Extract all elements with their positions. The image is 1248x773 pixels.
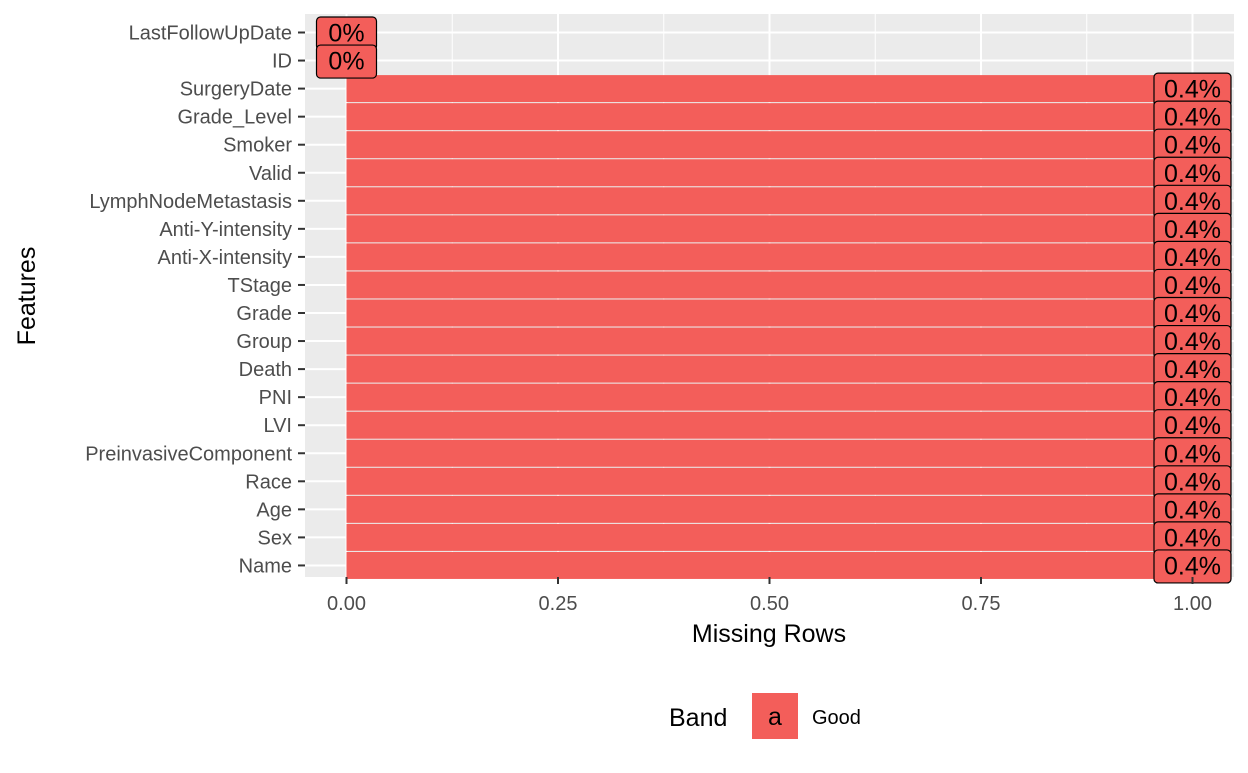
bar-label: 0.4%: [1153, 409, 1232, 444]
y-tick-label: SurgeryDate: [180, 79, 292, 101]
y-axis-title: Features: [13, 247, 41, 346]
bar-label: 0.4%: [1153, 128, 1232, 163]
bar-label-text: 0.4%: [1164, 132, 1221, 160]
bar: [346, 75, 1193, 103]
legend-key-glyph: a: [768, 703, 782, 731]
legend-entry-good: Good: [812, 707, 861, 729]
bar: [346, 467, 1193, 495]
y-tick-label: LVI: [263, 415, 292, 437]
bar-label: 0.4%: [1153, 72, 1232, 107]
bar: [346, 355, 1193, 383]
bar-labels: 0%0%0.4%0.4%0.4%0.4%0.4%0.4%0.4%0.4%0.4%…: [315, 16, 1232, 584]
bar: [346, 131, 1193, 159]
bar-label-text: 0.4%: [1164, 328, 1221, 356]
bar-label: 0.4%: [1153, 549, 1232, 584]
bar-label: 0%: [315, 16, 378, 51]
y-tick-label: PreinvasiveComponent: [85, 443, 292, 465]
bar-label-text: 0.4%: [1164, 384, 1221, 412]
y-tick-label: LymphNodeMetastasis: [89, 191, 292, 213]
x-axis: 0.00 0.25 0.50 0.75 1.00: [327, 577, 1212, 615]
y-tick-label: Smoker: [223, 135, 292, 157]
bar-label: 0.4%: [1153, 437, 1232, 472]
bar-label-text: 0%: [328, 48, 364, 76]
bar: [346, 439, 1193, 467]
bar-label-text: 0.4%: [1164, 216, 1221, 244]
y-tick-label: Anti-X-intensity: [158, 247, 293, 269]
legend: Band a Good: [669, 693, 861, 739]
bar: [346, 551, 1193, 579]
bar-label-text: 0.4%: [1164, 440, 1221, 468]
x-axis-title: Missing Rows: [692, 620, 846, 648]
bar: [346, 159, 1193, 187]
bar-label: 0.4%: [1153, 465, 1232, 500]
bar-label: 0.4%: [1153, 521, 1232, 556]
bar-label-text: 0.4%: [1164, 356, 1221, 384]
bar: [346, 327, 1193, 355]
bar-label: 0.4%: [1153, 296, 1232, 332]
legend-title: Band: [669, 704, 727, 732]
legend-key-good: [752, 693, 798, 739]
bar: [346, 383, 1193, 411]
bar-label-text: 0.4%: [1164, 104, 1221, 132]
x-tick-label: 0.50: [750, 593, 789, 615]
bar: [346, 215, 1193, 243]
y-tick-label: Grade_Level: [177, 107, 292, 129]
y-tick-label: Valid: [249, 163, 292, 185]
bar-label-text: 0.4%: [1164, 496, 1221, 524]
bar-label: 0.4%: [1153, 324, 1232, 360]
y-tick-label: Name: [239, 555, 292, 577]
bar-label: 0.4%: [1153, 184, 1232, 219]
bar-label: 0.4%: [1153, 156, 1232, 191]
y-tick-label: Group: [236, 331, 292, 353]
bar-label-text: 0.4%: [1164, 552, 1221, 580]
bar: [346, 495, 1193, 523]
bar-label: 0.4%: [1153, 212, 1232, 247]
bar-label-box: [315, 44, 378, 79]
bar-label-text: 0%: [328, 20, 364, 48]
bar-label: 0%: [315, 44, 378, 79]
x-tick-label: 0.25: [539, 593, 578, 615]
y-tick-label: LastFollowUpDate: [129, 23, 292, 45]
y-tick-label: Age: [256, 499, 292, 521]
y-tick-label: Race: [245, 471, 292, 493]
bar-label-text: 0.4%: [1164, 272, 1221, 300]
bar-label: 0.4%: [1153, 240, 1232, 275]
bar: [346, 523, 1193, 551]
bar: [346, 299, 1193, 327]
bar-label-text: 0.4%: [1164, 76, 1221, 104]
bar: [346, 243, 1193, 271]
y-tick-label: Grade: [236, 303, 292, 325]
bar-label-text: 0.4%: [1164, 524, 1221, 552]
y-tick-label: ID: [272, 51, 292, 73]
bar-label-text: 0.4%: [1164, 188, 1221, 216]
y-tick-label: TStage: [228, 275, 292, 297]
bar-label-text: 0.4%: [1164, 244, 1221, 272]
y-tick-label: PNI: [259, 387, 292, 409]
bar: [346, 103, 1193, 131]
x-tick-label: 0.75: [962, 593, 1001, 615]
x-tick-label: 1.00: [1173, 593, 1212, 615]
y-tick-label: Sex: [258, 527, 292, 549]
bar-label: 0.4%: [1153, 381, 1232, 416]
bar: [346, 187, 1193, 215]
y-tick-label: Anti-Y-intensity: [159, 219, 292, 241]
x-tick-label: 0.00: [327, 593, 366, 615]
bar-label: 0.4%: [1153, 100, 1232, 135]
bar-label: 0.4%: [1153, 268, 1232, 304]
y-tick-label: Death: [239, 359, 292, 381]
bar: [346, 411, 1193, 439]
bar-label: 0.4%: [1153, 353, 1232, 388]
bar-label-text: 0.4%: [1164, 468, 1221, 496]
y-axis: LastFollowUpDate ID SurgeryDate Grade_Level…: [85, 23, 305, 577]
bars: [346, 75, 1193, 579]
bar-label-text: 0.4%: [1164, 160, 1221, 188]
bar-label-text: 0.4%: [1164, 412, 1221, 440]
bar: [346, 271, 1193, 299]
bar-label-text: 0.4%: [1164, 300, 1221, 328]
